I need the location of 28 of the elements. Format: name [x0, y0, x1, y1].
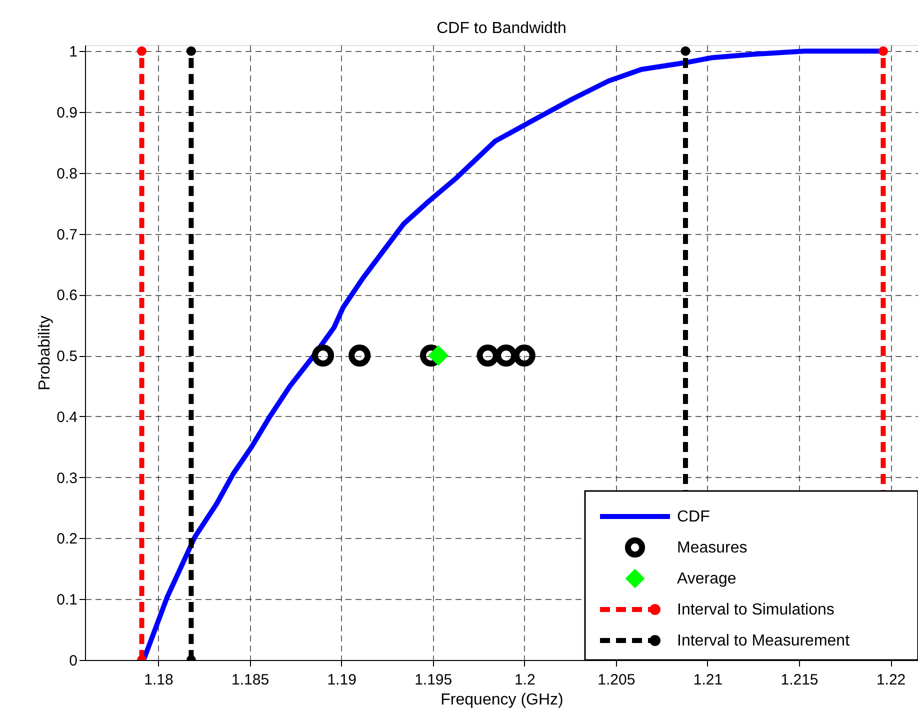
- x-tick-label: 1.205: [598, 672, 636, 688]
- x-tick-label: 1.22: [876, 672, 906, 688]
- y-axis-title: Probability: [36, 316, 54, 390]
- y-tick-label: 0.5: [56, 348, 78, 366]
- x-axis-title: Frequency (GHz): [440, 692, 564, 708]
- y-tick-label: 0.9: [56, 104, 78, 122]
- y-tick-label: 1: [69, 44, 78, 61]
- y-tick-label: 0.6: [56, 287, 78, 304]
- legend-label: Interval to Simulations: [677, 602, 834, 618]
- y-tick-label: 0.1: [56, 592, 78, 609]
- legend-label: Average: [677, 570, 736, 588]
- x-tick-label: 1.2: [514, 672, 536, 688]
- legend-label: Interval to Measurement: [677, 632, 850, 650]
- y-tick-label: 0: [69, 652, 78, 670]
- legend-label: CDF: [677, 508, 710, 526]
- legend-label: Measures: [677, 540, 748, 556]
- x-tick-label: 1.195: [414, 672, 452, 688]
- x-tick-label: 1.215: [780, 672, 818, 688]
- y-tick-label: 0.8: [56, 165, 78, 182]
- y-tick-label: 0.4: [56, 408, 78, 426]
- y-tick-label: 0.3: [56, 470, 78, 487]
- x-tick-label: 1.18: [144, 672, 174, 688]
- x-tick-label: 1.185: [231, 672, 270, 688]
- y-tick-label: 0.7: [56, 226, 78, 244]
- x-tick-label: 1.19: [327, 672, 356, 688]
- x-tick-label: 1.21: [693, 672, 723, 688]
- chart-title: CDF to Bandwidth: [436, 20, 566, 38]
- y-tick-label: 0.2: [56, 530, 78, 548]
